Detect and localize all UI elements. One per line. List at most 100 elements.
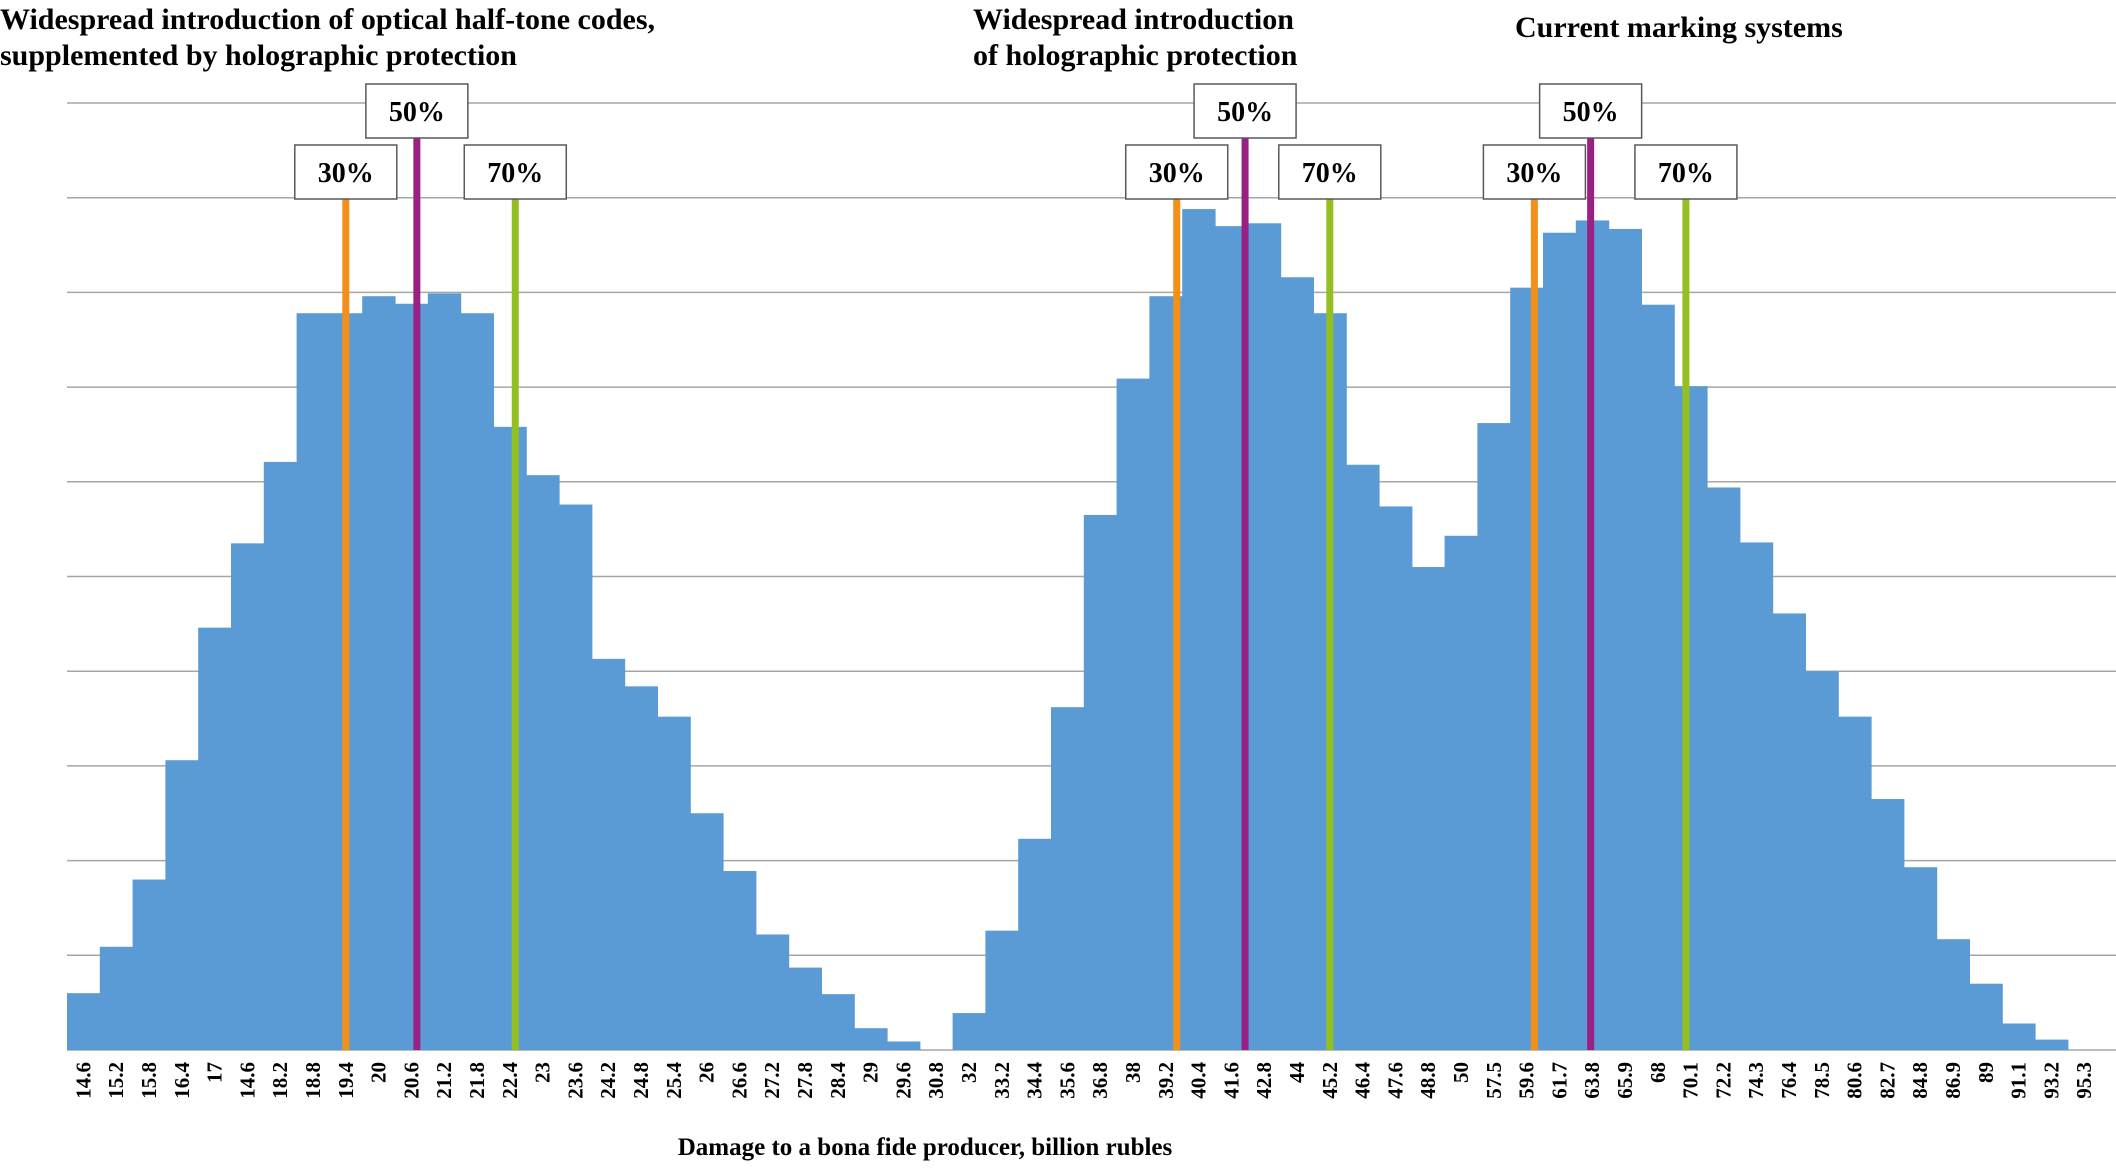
x-tick-label: 74.3 [1744,1062,1768,1099]
x-tick-label: 18.2 [268,1062,292,1099]
bar [1280,277,1314,1050]
x-tick-label: 18.8 [301,1062,325,1099]
bar [2002,1023,2036,1050]
bar [1903,867,1938,1050]
x-tick-label: 17 [203,1062,227,1083]
x-tick-label: 14.6 [71,1062,95,1099]
x-tick-label: 26.6 [727,1062,751,1099]
bar [755,934,790,1050]
x-tick-label: 47.6 [1383,1062,1407,1099]
percentile-label: 50% [1217,97,1273,128]
bar [395,303,429,1050]
x-tick-label: 14.6 [235,1062,259,1099]
bar [1510,287,1544,1050]
group-3-title: Current marking systems [1515,11,1843,44]
x-tick-label: 23.6 [563,1062,587,1099]
bar [1739,542,1774,1050]
group-2-title-line-1: Widespread introduction [973,3,1294,36]
percentile-label: 50% [1563,97,1619,128]
x-tick-label: 22.4 [498,1062,522,1099]
x-tick-labels: 14.6 15.2 15.8 16.4 17 14.6 18.2 18.8 19.4 20 20.6… [71,1062,2096,1099]
bar [1969,983,2003,1050]
percentile-label-box [1278,144,1382,200]
x-tick-label: 84.8 [1908,1062,1932,1099]
x-tick-label: 20.6 [399,1062,423,1099]
x-tick-label: 50 [1449,1062,1473,1083]
x-tick-label: 27.2 [760,1062,784,1099]
bar [854,1028,888,1050]
percentile-label: 30% [1506,158,1562,189]
bar [723,871,757,1050]
x-tick-label: 24.2 [596,1062,620,1099]
x-tick-label: 29 [859,1062,883,1083]
bar [788,967,822,1050]
bar [821,994,855,1050]
x-tick-label: 89 [1974,1062,1998,1083]
bar [1444,535,1478,1050]
bar [460,313,494,1050]
bar [1346,464,1380,1050]
bar [296,313,330,1050]
x-tick-label: 63.8 [1580,1062,1604,1099]
x-tick-label: 40.4 [1187,1062,1211,1099]
percentile-label: 70% [487,158,543,189]
x-tick-label: 19.4 [334,1062,358,1099]
percentile-label-box [294,144,398,200]
bar [1411,567,1446,1050]
x-tick-label: 27.8 [793,1062,817,1099]
x-tick-label: 33.2 [990,1062,1014,1099]
bar [624,686,658,1050]
percentile-label-box [1634,144,1738,200]
bar [1379,506,1413,1050]
percentile-label: 50% [389,97,445,128]
x-axis-title: Damage to a bona fide producer, billion … [677,1134,1173,1161]
bar [985,930,1019,1050]
bar [1116,378,1150,1050]
bar [1608,228,1642,1051]
bar [1674,386,1708,1050]
percentile-label-box [463,144,568,200]
bar [1707,487,1741,1050]
x-tick-label: 82.7 [1875,1062,1899,1099]
bar [132,879,166,1050]
bar [362,296,396,1050]
bar [1051,707,1085,1050]
x-tick-label: 48.8 [1416,1062,1440,1099]
x-tick-label: 25.4 [662,1062,686,1099]
x-tick-label: 26 [695,1062,719,1083]
x-tick-label: 39.2 [1154,1062,1178,1099]
group-1-title-line-1: Widespread introduction of optical half-… [0,3,656,36]
x-tick-label: 80.6 [1843,1062,1867,1099]
histogram-bars [67,209,2069,1051]
group-1-title-line-2: supplemented by holographic protection [0,39,517,72]
bar [1247,223,1282,1051]
x-tick-label: 36.8 [1088,1062,1112,1099]
bar [427,293,462,1050]
bar [263,461,298,1051]
x-tick-label: 86.9 [1941,1062,1965,1099]
percentile-label-box [365,83,469,139]
bar [1543,232,1577,1050]
bar [1772,613,1806,1050]
x-tick-label: 95.3 [2072,1062,2096,1099]
x-tick-label: 35.6 [1055,1062,1079,1099]
bar [887,1041,921,1050]
bar [1936,939,1970,1050]
bar [690,813,724,1050]
bar [165,760,199,1050]
x-tick-label: 29.6 [891,1062,915,1099]
bar [559,504,593,1050]
group-2-title-line-2: of holographic protection [973,39,1298,72]
x-tick-label: 30.8 [924,1062,948,1099]
x-tick-label: 20 [367,1062,391,1083]
x-tick-label: 78.5 [1810,1062,1834,1099]
x-tick-label: 16.4 [170,1062,194,1099]
x-tick-label: 57.5 [1482,1062,1506,1099]
x-tick-label: 28.4 [826,1062,850,1099]
x-tick-label: 42.8 [1252,1062,1276,1099]
x-tick-label: 93.2 [2039,1062,2063,1099]
x-tick-label: 21.8 [465,1062,489,1099]
bar [952,1013,986,1050]
x-tick-label: 70.1 [1679,1062,1703,1099]
